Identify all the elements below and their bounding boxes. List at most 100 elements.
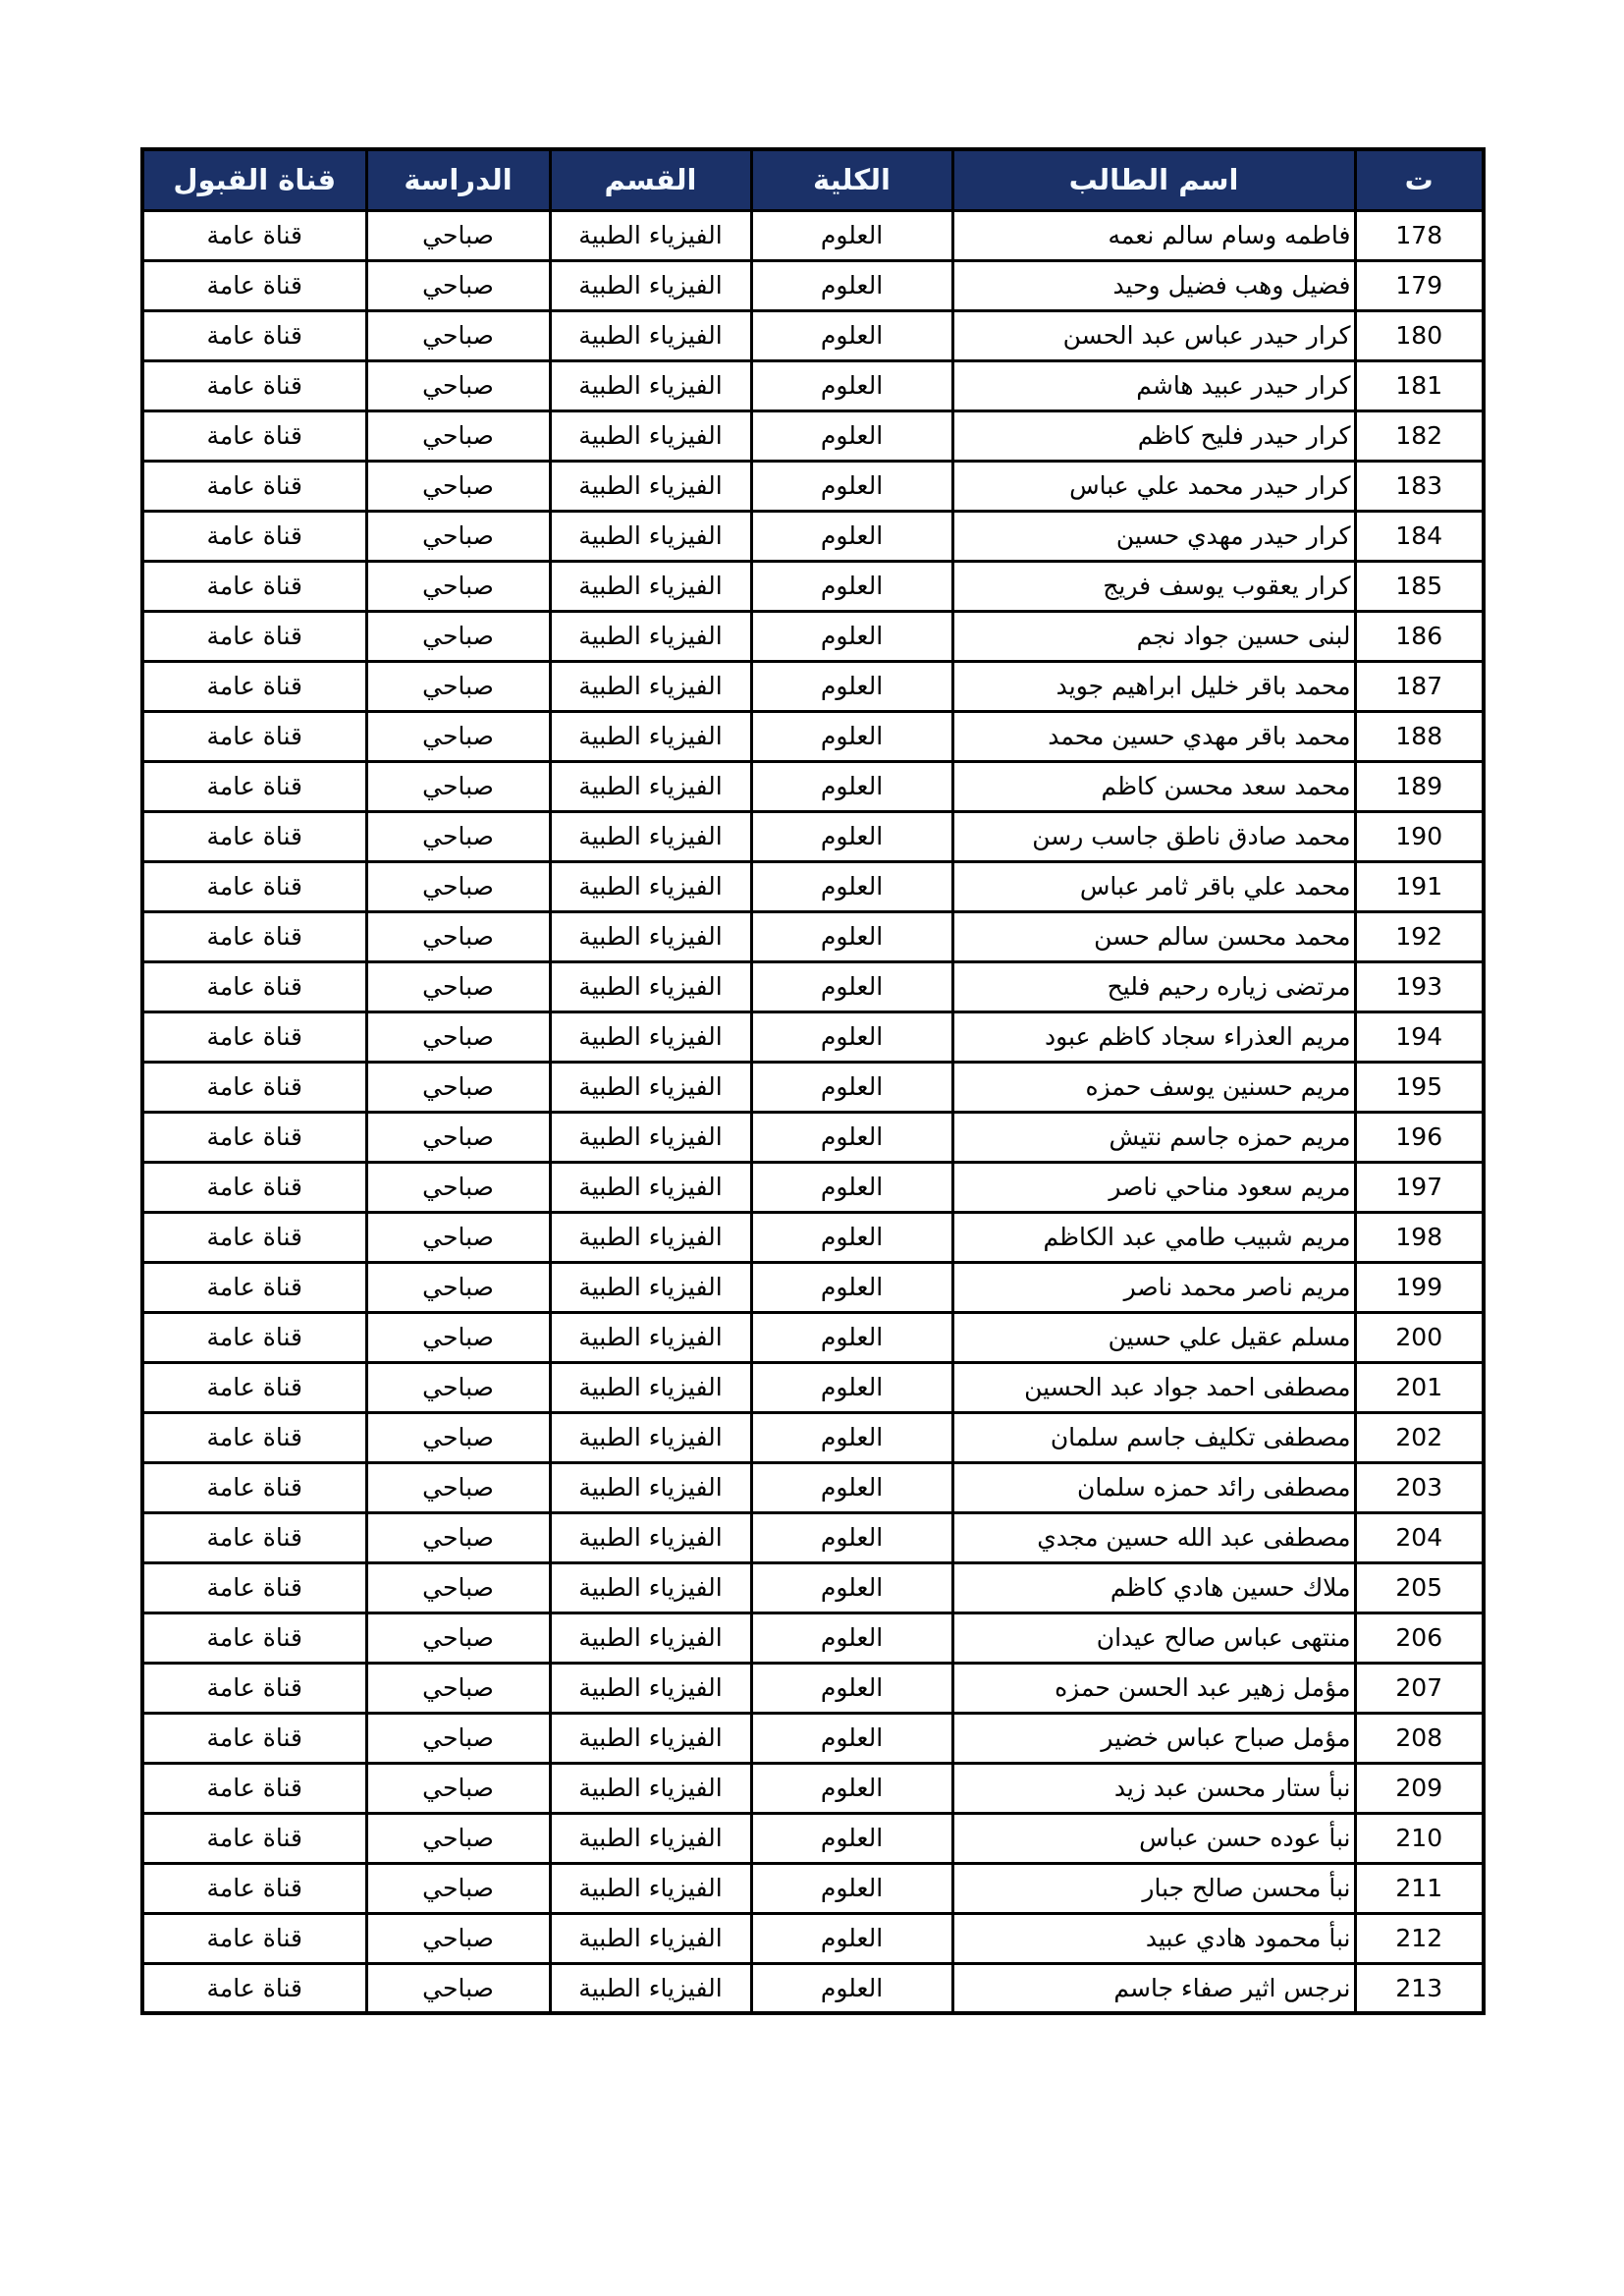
cell-channel: قناة عامة (140, 959, 368, 1013)
table-row: 209 نبأ ستار محسن عبد زيد العلوم الفيزياء ا… (140, 1761, 1486, 1815)
cell-study: صباحي (364, 1010, 552, 1064)
cell-college: العلوم (749, 459, 954, 513)
cell-dept: الفيزياء الطبية (548, 409, 753, 463)
cell-name: مرتضى زياره رحيم فليح (950, 959, 1357, 1013)
cell-study: صباحي (364, 1260, 552, 1314)
cell-seq: 212 (1353, 1911, 1486, 1965)
cell-study: صباحي (364, 1460, 552, 1514)
cell-seq: 200 (1353, 1310, 1486, 1364)
table-body: 178 فاطمه وسام سالم نعمه العلوم الفيزياء ال… (140, 208, 1486, 2015)
cell-dept: الفيزياء الطبية (548, 1410, 753, 1464)
cell-channel: قناة عامة (140, 1410, 368, 1464)
cell-study: صباحي (364, 1510, 552, 1564)
cell-dept: الفيزياء الطبية (548, 1711, 753, 1765)
cell-name: مصطفى احمد جواد عبد الحسين (950, 1360, 1357, 1414)
cell-channel: قناة عامة (140, 1010, 368, 1064)
cell-channel: قناة عامة (140, 709, 368, 763)
table-row: 178 فاطمه وسام سالم نعمه العلوم الفيزياء ال… (140, 208, 1486, 262)
cell-study: صباحي (364, 859, 552, 913)
header-row: ت اسم الطالب الكلية القسم الدراسة قناة القبول (140, 147, 1486, 212)
cell-study: صباحي (364, 809, 552, 863)
cell-channel: قناة عامة (140, 1560, 368, 1614)
table-row: 202 مصطفى تكليف جاسم سلمان العلوم الفيزياء … (140, 1410, 1486, 1464)
cell-college: العلوم (749, 1811, 954, 1865)
cell-study: صباحي (364, 459, 552, 513)
cell-dept: الفيزياء الطبية (548, 1510, 753, 1564)
cell-seq: 213 (1353, 1961, 1486, 2015)
cell-college: العلوم (749, 909, 954, 963)
cell-study: صباحي (364, 1611, 552, 1665)
cell-seq: 198 (1353, 1210, 1486, 1264)
cell-dept: الفيزياء الطبية (548, 1010, 753, 1064)
cell-dept: الفيزياء الطبية (548, 1560, 753, 1614)
cell-college: العلوم (749, 1210, 954, 1264)
cell-seq: 193 (1353, 959, 1486, 1013)
cell-channel: قناة عامة (140, 1110, 368, 1164)
cell-name: مصطفى تكليف جاسم سلمان (950, 1410, 1357, 1464)
cell-name: نبأ محمود هادي عبيد (950, 1911, 1357, 1965)
cell-dept: الفيزياء الطبية (548, 1310, 753, 1364)
cell-channel: قناة عامة (140, 1661, 368, 1715)
cell-name: مريم شبيب طامي عبد الكاظم (950, 1210, 1357, 1264)
cell-college: العلوم (749, 1310, 954, 1364)
table-row: 212 نبأ محمود هادي عبيد العلوم الفيزياء الط… (140, 1911, 1486, 1965)
cell-college: العلوم (749, 1410, 954, 1464)
students-table-container: ت اسم الطالب الكلية القسم الدراسة قناة القبول… (140, 147, 1486, 2015)
table-row: 201 مصطفى احمد جواد عبد الحسين العلوم الفيز… (140, 1360, 1486, 1414)
table-row: 203 مصطفى رائد حمزه سلمان العلوم الفيزياء ا… (140, 1460, 1486, 1514)
cell-seq: 178 (1353, 208, 1486, 262)
cell-study: صباحي (364, 559, 552, 613)
cell-college: العلوم (749, 1661, 954, 1715)
cell-name: مريم العذراء سجاد كاظم عبود (950, 1010, 1357, 1064)
cell-seq: 188 (1353, 709, 1486, 763)
cell-channel: قناة عامة (140, 1310, 368, 1364)
table-row: 199 مريم ناصر محمد ناصر العلوم الفيزياء الط… (140, 1260, 1486, 1314)
column-header-seq: ت (1353, 147, 1486, 212)
column-header-name: اسم الطالب (950, 147, 1357, 212)
table-row: 182 كرار حيدر فليح كاظم العلوم الفيزياء الط… (140, 409, 1486, 463)
cell-seq: 179 (1353, 258, 1486, 312)
cell-name: كرار حيدر عباس عبد الحسن (950, 308, 1357, 362)
cell-seq: 207 (1353, 1661, 1486, 1715)
cell-seq: 201 (1353, 1360, 1486, 1414)
cell-college: العلوم (749, 959, 954, 1013)
cell-dept: الفيزياء الطبية (548, 308, 753, 362)
students-table: ت اسم الطالب الكلية القسم الدراسة قناة القبول… (140, 147, 1486, 2015)
table-row: 191 محمد علي باقر ثامر عباس العلوم الفيزياء… (140, 859, 1486, 913)
cell-channel: قناة عامة (140, 509, 368, 563)
table-row: 211 نبأ محسن صالح جبار العلوم الفيزياء الطب… (140, 1861, 1486, 1915)
cell-college: العلوم (749, 258, 954, 312)
cell-channel: قناة عامة (140, 1761, 368, 1815)
cell-study: صباحي (364, 258, 552, 312)
cell-college: العلوم (749, 759, 954, 813)
table-row: 185 كرار يعقوب يوسف فريج العلوم الفيزياء ال… (140, 559, 1486, 613)
cell-study: صباحي (364, 609, 552, 663)
cell-channel: قناة عامة (140, 1510, 368, 1564)
cell-dept: الفيزياء الطبية (548, 1210, 753, 1264)
cell-dept: الفيزياء الطبية (548, 509, 753, 563)
cell-name: مريم حسنين يوسف حمزه (950, 1060, 1357, 1114)
cell-college: العلوم (749, 1761, 954, 1815)
cell-channel: قناة عامة (140, 1060, 368, 1114)
cell-study: صباحي (364, 959, 552, 1013)
cell-channel: قناة عامة (140, 358, 368, 412)
cell-channel: قناة عامة (140, 208, 368, 262)
cell-channel: قناة عامة (140, 1360, 368, 1414)
cell-college: العلوم (749, 609, 954, 663)
table-row: 184 كرار حيدر مهدي حسين العلوم الفيزياء الط… (140, 509, 1486, 563)
table-row: 189 محمد سعد محسن كاظم العلوم الفيزياء الطب… (140, 759, 1486, 813)
cell-name: كرار حيدر مهدي حسين (950, 509, 1357, 563)
cell-channel: قناة عامة (140, 659, 368, 713)
cell-dept: الفيزياء الطبية (548, 559, 753, 613)
cell-channel: قناة عامة (140, 559, 368, 613)
cell-seq: 181 (1353, 358, 1486, 412)
cell-seq: 194 (1353, 1010, 1486, 1064)
cell-name: فاطمه وسام سالم نعمه (950, 208, 1357, 262)
table-row: 186 لبنى حسين جواد نجم العلوم الفيزياء الطب… (140, 609, 1486, 663)
cell-study: صباحي (364, 709, 552, 763)
cell-dept: الفيزياء الطبية (548, 609, 753, 663)
table-row: 179 فضيل وهب فضيل وحيد العلوم الفيزياء الطب… (140, 258, 1486, 312)
table-row: 190 محمد صادق ناطق جاسب رسن العلوم الفيزياء… (140, 809, 1486, 863)
table-row: 183 كرار حيدر محمد علي عباس العلوم الفيزياء… (140, 459, 1486, 513)
cell-study: صباحي (364, 1360, 552, 1414)
